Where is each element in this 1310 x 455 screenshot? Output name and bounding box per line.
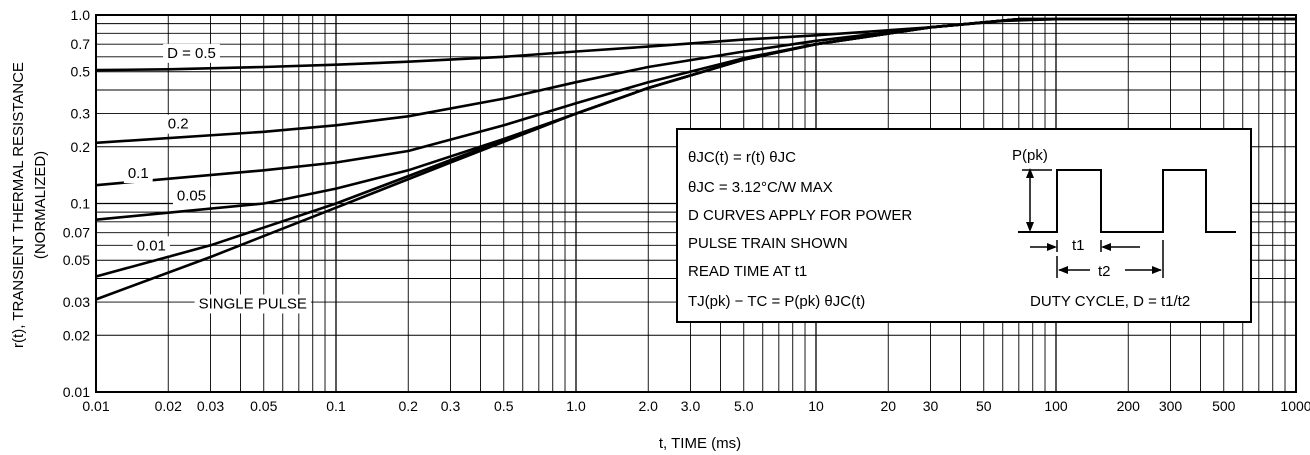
y-tick-label: 0.2 [71, 139, 91, 155]
y-tick-label: 0.03 [63, 294, 90, 310]
curve-label-text: 0.05 [177, 188, 206, 205]
t1-arrowhead-right [1101, 243, 1111, 251]
x-tick-label: 1000 [1280, 398, 1310, 414]
curve-label-bg [163, 114, 193, 134]
curve-label-text: 0.1 [128, 165, 149, 182]
t2-arrowhead-right [1152, 266, 1162, 274]
x-tick-label: 0.05 [250, 398, 277, 414]
x-tick-label: 30 [923, 398, 939, 414]
t2-dimension [1056, 240, 1164, 278]
y-tick-labels: 1.0 0.7 0.5 0.3 0.2 0.1 0.07 0.05 0.03 0.02 0.01 [63, 7, 90, 400]
curve-label-bg [194, 294, 311, 314]
x-tick-label: 20 [880, 398, 896, 414]
y-tick-label: 0.5 [71, 64, 91, 80]
x-tick-label: 5.0 [734, 398, 754, 414]
curve-label: 0.01 [132, 236, 170, 256]
series-line [95, 17, 1296, 145]
curve-label-bg [163, 43, 220, 63]
curve-label-text: 0.01 [137, 237, 166, 254]
y-tick-label: 0.01 [63, 384, 90, 400]
y-tick-label: 0.1 [71, 196, 91, 212]
t1-arrowhead-left [1047, 243, 1057, 251]
note-line-6: TJ(pk) − TC = P(pk) θJC(t) [688, 293, 865, 310]
curve-label-bg [172, 186, 211, 206]
x-tick-label: 500 [1212, 398, 1236, 414]
curve-labels: D = 0.5 0.2 0.1 0.05 0.01 SINGLE PULSE [123, 43, 311, 314]
y-axis-label-sub: (NORMALIZED) [32, 151, 49, 259]
x-tick-label: 1.0 [566, 398, 586, 414]
t1-label: t1 [1072, 237, 1085, 254]
note-line-1: θJC(t) = r(t) θJC [688, 149, 796, 166]
x-tick-label: 0.02 [155, 398, 182, 414]
pk-arrowhead-bottom [1026, 222, 1034, 232]
curve-label-text: 0.2 [168, 116, 189, 133]
duty-cycle-label: DUTY CYCLE, D = t1/t2 [1030, 293, 1190, 310]
curve-label: SINGLE PULSE [194, 294, 311, 314]
t2-arrowhead-left [1058, 266, 1068, 274]
curve-label: 0.05 [172, 186, 211, 206]
pk-label: P(pk) [1012, 147, 1048, 164]
note-line-2: θJC = 3.12°C/W MAX [688, 179, 833, 196]
curve-label-bg [132, 236, 170, 256]
note-line-3: D CURVES APPLY FOR POWER [688, 207, 912, 224]
curve-label-text: D = 0.5 [167, 45, 216, 62]
note-line-4: PULSE TRAIN SHOWN [688, 235, 848, 252]
x-tick-label: 0.01 [82, 398, 109, 414]
x-tick-label: 2.0 [639, 398, 659, 414]
notes-box: θJC(t) = r(t) θJC θJC = 3.12°C/W MAX D C… [676, 128, 1252, 323]
x-tick-label: 3.0 [681, 398, 701, 414]
x-tick-label: 0.03 [197, 398, 224, 414]
y-tick-label: 0.07 [63, 225, 90, 241]
curve-label-bg [123, 164, 153, 184]
x-tick-labels: 0.01 0.02 0.03 0.05 0.1 0.2 0.3 0.5 1.0 2.0 3.0 5.0… [82, 398, 1310, 414]
x-tick-label: 0.3 [441, 398, 461, 414]
pulse-train-waveform [1018, 169, 1236, 233]
x-tick-label: 0.5 [494, 398, 514, 414]
x-tick-label: 0.1 [326, 398, 346, 414]
y-tick-label: 0.05 [63, 252, 90, 268]
y-tick-label: 0.3 [71, 106, 91, 122]
y-tick-label: 0.7 [71, 36, 91, 52]
curve-label: 0.1 [123, 164, 153, 184]
x-axis-label: t, TIME (ms) [659, 435, 741, 452]
plot-frame [95, 14, 1297, 393]
x-tick-label: 100 [1044, 398, 1068, 414]
x-tick-label: 50 [976, 398, 992, 414]
y-tick-label: 1.0 [71, 7, 91, 23]
series-line [95, 17, 1296, 301]
t2-label: t2 [1098, 263, 1111, 280]
note-line-5: READ TIME AT t1 [688, 263, 807, 280]
series-line [95, 17, 1296, 72]
x-tick-label: 0.2 [399, 398, 419, 414]
curves [95, 17, 1296, 301]
x-tick-label: 300 [1159, 398, 1183, 414]
x-tick-label: 200 [1117, 398, 1141, 414]
curve-label: D = 0.5 [163, 43, 220, 63]
curve-label-text: SINGLE PULSE [199, 295, 307, 312]
pk-arrowhead-top [1026, 168, 1034, 178]
y-tick-label: 0.02 [63, 327, 90, 343]
curve-label: 0.2 [163, 114, 193, 134]
y-axis-label: r(t), TRANSIENT THERMAL RESISTANCE [10, 62, 27, 348]
x-tick-label: 10 [808, 398, 824, 414]
